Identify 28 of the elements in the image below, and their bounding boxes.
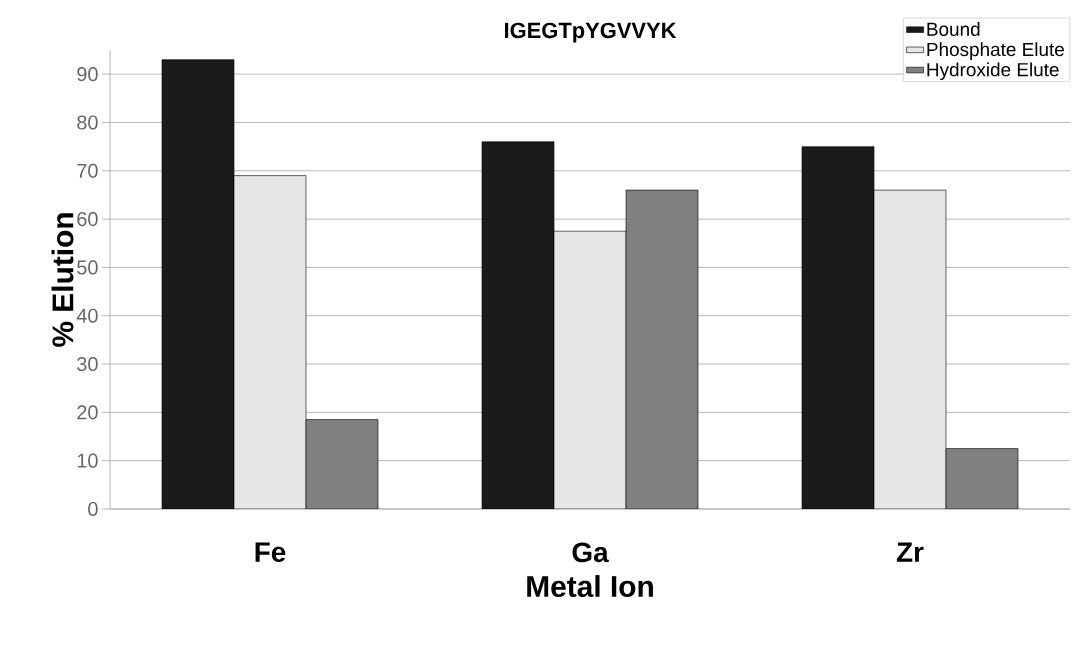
x-tick-label: Zr — [896, 542, 924, 562]
bar — [161, 59, 235, 509]
bar — [873, 189, 947, 509]
y-tick-label: 20 — [77, 405, 98, 420]
legend-label: Bound — [927, 22, 980, 36]
legend-label: Hydroxide Elute — [927, 62, 1059, 81]
bar — [553, 230, 627, 509]
y-tick-label: 70 — [77, 163, 98, 178]
y-tick-label: 10 — [77, 453, 98, 468]
y-tick-label: 90 — [77, 67, 98, 82]
y-tick-label: 40 — [76, 308, 98, 323]
x-tick-label: Ga — [572, 542, 609, 563]
bar — [945, 448, 1019, 509]
bar — [801, 146, 875, 509]
bar — [481, 141, 555, 509]
bar — [625, 189, 699, 509]
y-tick-label: 0 — [88, 501, 98, 517]
bar — [233, 175, 307, 509]
y-axis-title: % Elution — [51, 213, 74, 347]
bar — [305, 419, 379, 509]
x-tick-label: Fe — [255, 542, 286, 562]
y-tick-label: 30 — [77, 356, 98, 372]
chart-title: IGEGTpYGVVYK — [505, 22, 677, 43]
y-tick-label: 60 — [77, 212, 98, 227]
x-axis-title: Metal Ion — [527, 575, 653, 598]
y-tick-label: 80 — [77, 115, 98, 130]
legend-label: Phosphate Elute — [927, 42, 1064, 60]
y-tick-label: 50 — [77, 260, 98, 275]
